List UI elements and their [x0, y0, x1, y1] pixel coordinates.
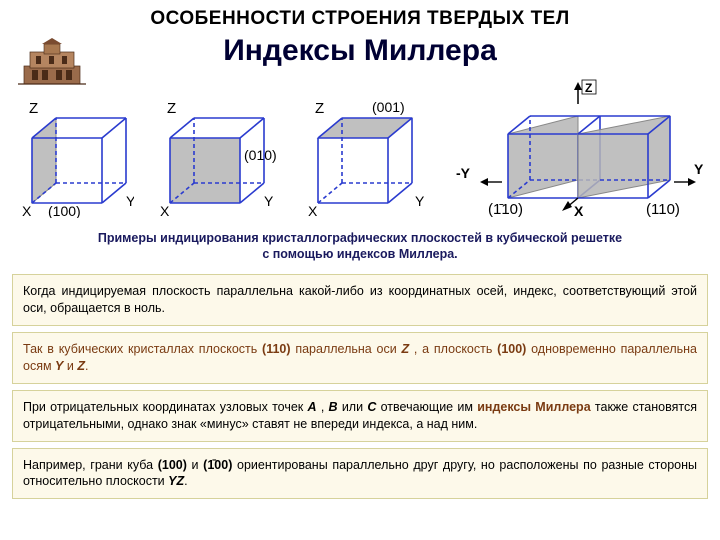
cube-110-pair: Z [448, 78, 708, 223]
paragraph-1: Когда индицируемая плоскость параллельна… [12, 274, 708, 326]
p2a: Так в кубических кристаллах плоскость [23, 342, 262, 356]
axis-x2: X [574, 203, 584, 218]
title-line2: Индексы Миллера [0, 34, 720, 68]
axis-z: Z [167, 100, 176, 117]
cube-001: Z Y X (001) [300, 88, 430, 223]
axis-y: Y [126, 193, 134, 209]
p4d: (1̄00) [203, 458, 232, 472]
diagram-row: Z Y X (100) Z Y [0, 72, 720, 229]
p2b: (110) [262, 342, 291, 356]
plane-1bar10-label: (1̄10) [488, 201, 523, 218]
p4g: . [184, 474, 187, 488]
cube-010: Z Y X (010) [152, 88, 282, 223]
axis-z: Z [29, 100, 38, 117]
cube-100: Z Y X (100) [14, 88, 134, 223]
p3d: B [329, 400, 338, 414]
p2f: (100) [497, 342, 526, 356]
p1-text: Когда индицируемая плоскость параллельна… [23, 284, 697, 315]
caption-l1: Примеры индицирования кристаллографическ… [98, 231, 622, 245]
axis-z-box: Z [585, 81, 592, 95]
plane-110-label: (110) [646, 201, 680, 218]
p2e: , а плоскость [409, 342, 497, 356]
p2k: . [85, 359, 88, 373]
axis-x: X [308, 203, 318, 218]
axis-y2: Y [694, 161, 704, 177]
plane-001-label: (001) [372, 99, 405, 115]
paragraph-3: При отрицательных координатах узловых то… [12, 390, 708, 442]
p3b: A [308, 400, 317, 414]
header: ОСОБЕННОСТИ СТРОЕНИЯ ТВЕРДЫХ ТЕЛ Индексы… [0, 0, 720, 72]
institution-logo [18, 38, 86, 90]
axis-z: Z [315, 100, 324, 117]
p4c: и [187, 458, 203, 472]
p3a: При отрицательных координатах узловых то… [23, 400, 308, 414]
p4f: YZ [168, 474, 184, 488]
p3h: индексы Миллера [477, 400, 590, 414]
plane-100-label: (100) [48, 203, 81, 218]
p2i: и [63, 359, 77, 373]
caption-l2: с помощью индексов Миллера. [262, 247, 457, 261]
paragraph-2: Так в кубических кристаллах плоскость (1… [12, 332, 708, 384]
p3c: , [317, 400, 329, 414]
plane-010-label: (010) [244, 147, 277, 163]
axis-y: Y [264, 193, 274, 209]
axis-y: Y [415, 193, 425, 209]
p4b: (100) [158, 458, 187, 472]
axis-minus-y: -Y [456, 165, 471, 181]
figure-caption: Примеры индицирования кристаллографическ… [0, 229, 720, 270]
axis-x: X [22, 203, 32, 218]
p3e: или [338, 400, 368, 414]
axis-x: X [160, 203, 170, 218]
p4a: Например, грани куба [23, 458, 158, 472]
paragraph-4: Например, грани куба (100) и (1̄00) орие… [12, 448, 708, 500]
title-line1: ОСОБЕННОСТИ СТРОЕНИЯ ТВЕРДЫХ ТЕЛ [0, 8, 720, 30]
p3g: отвечающие им [376, 400, 477, 414]
p2c: параллельна оси [291, 342, 402, 356]
p2j: Z [77, 359, 85, 373]
p2d: Z [402, 342, 410, 356]
